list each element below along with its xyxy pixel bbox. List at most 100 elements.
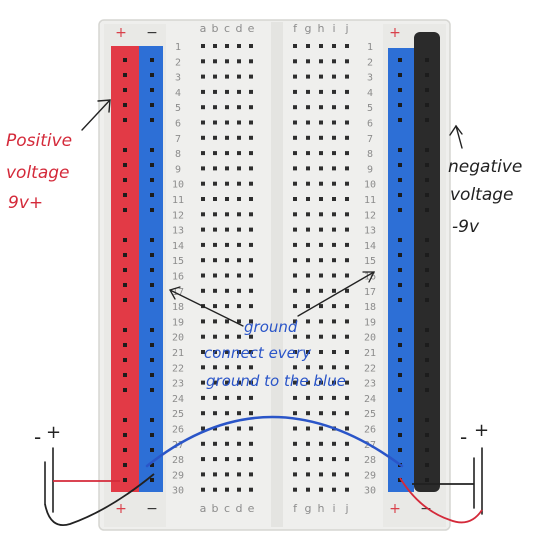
hole [201, 365, 205, 370]
hole [306, 181, 310, 186]
row-number-29-left: 29 [172, 470, 184, 481]
hole [201, 411, 205, 416]
hole [306, 334, 310, 339]
hole [201, 120, 205, 125]
rail-hole [425, 88, 429, 92]
hole [332, 120, 336, 125]
row-number-14-right: 14 [364, 241, 376, 252]
rail-hole [398, 178, 402, 182]
hole [225, 487, 229, 492]
hole [293, 212, 297, 217]
hole [249, 197, 253, 201]
row-number-22-left: 22 [172, 363, 184, 374]
hole [332, 334, 336, 339]
hole [237, 212, 241, 217]
hole [306, 212, 310, 217]
rail-hole [123, 298, 127, 302]
hole [249, 151, 253, 156]
hole [319, 135, 323, 140]
rail-hole [398, 328, 402, 332]
rail-hole [150, 418, 154, 422]
ground-label-line3: ground to the blue [206, 372, 346, 390]
rail-hole [123, 343, 127, 347]
rail-hole [398, 388, 402, 392]
row-number-3-right: 3 [367, 73, 373, 84]
hole [249, 135, 253, 140]
hole [249, 365, 253, 370]
hole [293, 74, 297, 79]
row-number-18-left: 18 [172, 302, 184, 313]
row-number-25-right: 25 [364, 409, 376, 420]
rail-hole [398, 358, 402, 362]
rail-hole [425, 418, 429, 422]
hole [249, 59, 253, 64]
hole [213, 319, 217, 324]
hole [213, 120, 217, 125]
hole [306, 105, 310, 110]
hole [293, 197, 297, 201]
right-bottom-plus-sign: + [389, 501, 401, 517]
hole [345, 89, 349, 94]
hole [225, 212, 229, 217]
hole [306, 319, 310, 324]
rail-hole [425, 163, 429, 167]
hole [249, 273, 253, 278]
row-number-17-left: 17 [172, 287, 184, 298]
rail-hole [398, 163, 402, 167]
rail-hole [398, 448, 402, 452]
hole [306, 273, 310, 278]
hole [345, 288, 349, 293]
hole [293, 120, 297, 125]
negative-voltage-label: negative voltage -9v [448, 157, 522, 237]
hole [249, 457, 253, 462]
hole [213, 166, 217, 171]
hole [225, 304, 229, 309]
hole [293, 334, 297, 339]
hole [319, 74, 323, 79]
row-number-1-left: 1 [175, 42, 181, 53]
hole [225, 242, 229, 247]
hole [306, 350, 310, 354]
row-number-10-right: 10 [364, 180, 376, 191]
hole [293, 288, 297, 293]
right-battery-minus: - [460, 425, 467, 449]
rail-hole [425, 268, 429, 272]
hole [319, 365, 323, 370]
hole [306, 380, 310, 385]
rail-hole [150, 118, 154, 122]
positive-label-line2: voltage [6, 163, 70, 183]
hole [332, 197, 336, 201]
hole [249, 120, 253, 125]
hole [201, 105, 205, 110]
hole [345, 334, 349, 339]
hole [225, 59, 229, 64]
hole [201, 181, 205, 186]
hole [201, 457, 205, 462]
hole [237, 457, 241, 462]
hole [332, 411, 336, 416]
rail-hole [123, 118, 127, 122]
rail-hole [398, 148, 402, 152]
rail-hole [123, 448, 127, 452]
column-label-e-top: e [248, 22, 255, 35]
row-number-13-left: 13 [172, 226, 184, 237]
row-number-26-left: 26 [172, 425, 184, 436]
hole [249, 227, 253, 232]
hole [319, 487, 323, 492]
hole [225, 395, 229, 400]
rail-hole [150, 208, 154, 212]
hole [237, 472, 241, 477]
hole [213, 472, 217, 477]
hole [249, 411, 253, 416]
hole [213, 74, 217, 79]
hole [306, 151, 310, 156]
rail-hole [150, 178, 154, 182]
hole [345, 242, 349, 247]
hole [319, 441, 323, 446]
hole [225, 288, 229, 293]
column-label-i-bottom: i [332, 502, 335, 515]
hole [319, 197, 323, 201]
hole [213, 441, 217, 446]
hole [237, 319, 241, 324]
hole [345, 212, 349, 217]
